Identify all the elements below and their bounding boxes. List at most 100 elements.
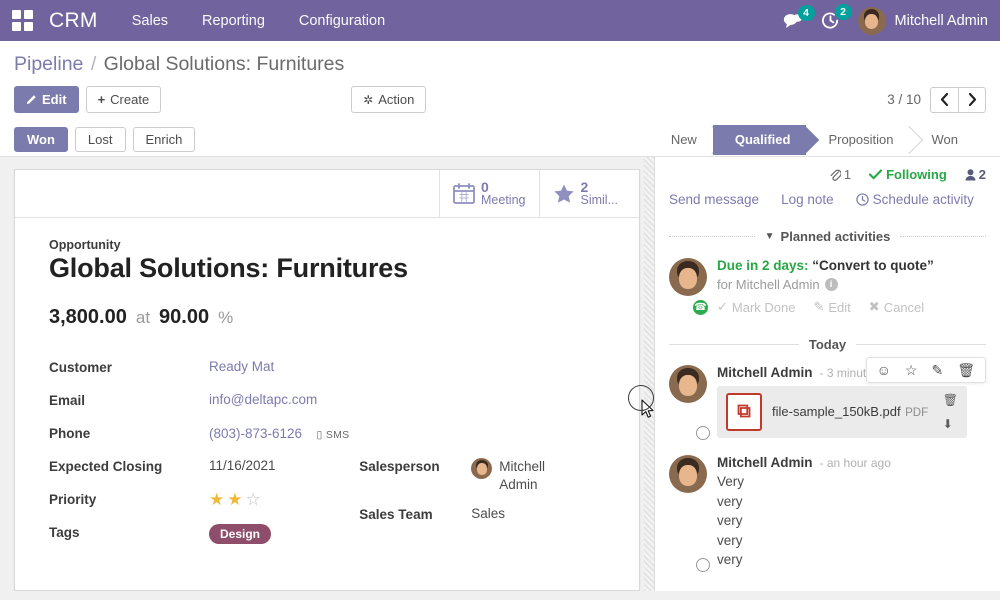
field-sales-team-value[interactable]: Sales <box>471 506 506 522</box>
trash-icon[interactable]: 🗑 <box>957 362 975 378</box>
menu-reporting[interactable]: Reporting <box>202 12 265 29</box>
pager-previous-button[interactable] <box>930 86 958 113</box>
control-panel-buttons: Edit + Create ✲ Action 3 / 10 <box>14 80 986 123</box>
stage-qualified[interactable]: Qualified <box>712 124 807 155</box>
attachment-card[interactable]: ⧉ file-sample_150kB.pdf PDF 🗑 ⬇ <box>717 386 967 438</box>
schedule-activity-button[interactable]: Schedule activity <box>855 192 974 207</box>
probability-value[interactable]: 90.00 <box>159 306 210 328</box>
attachment-type: PDF <box>905 407 929 419</box>
user-menu[interactable]: Mitchell Admin <box>857 6 988 35</box>
avatar <box>669 258 707 296</box>
field-phone-value-group: (803)-873-6126 ▯ SMS <box>209 425 349 443</box>
message-header: Mitchell Admin - an hour ago <box>717 455 986 470</box>
mark-done-label: Mark Done <box>731 299 796 315</box>
activity-cancel-button[interactable]: ✖ Cancel <box>869 299 924 315</box>
similar-leads-smart-button[interactable]: 2 Simil... <box>538 170 632 217</box>
menu-configuration[interactable]: Configuration <box>298 12 386 29</box>
form-pane: 0 Meeting 2 Simil... Opportunity Globa <box>0 157 654 591</box>
plus-icon: + <box>97 92 106 107</box>
main-area: 0 Meeting 2 Simil... Opportunity Globa <box>0 157 1000 591</box>
message-text: Very very very very very <box>717 474 745 568</box>
breadcrumb-pipeline[interactable]: Pipeline <box>14 53 84 75</box>
message-item: Mitchell Admin - an hour ago Very very v… <box>669 455 986 572</box>
activity-edit-button[interactable]: ✎ Edit <box>813 299 850 315</box>
activity-mark-done-button[interactable]: ✓ Mark Done <box>717 299 795 315</box>
messages-button[interactable]: 4 <box>783 4 815 30</box>
activity-item: ☎ Due in 2 days: “Convert to quote” for … <box>669 258 986 317</box>
mark-lost-button[interactable]: Lost <box>74 127 126 152</box>
attachment-download-icon[interactable]: ⬇ <box>942 417 953 431</box>
meetings-smart-button[interactable]: 0 Meeting <box>439 170 538 217</box>
action-button[interactable]: ✲ Action <box>351 86 427 113</box>
activities-button[interactable]: 2 <box>821 4 852 30</box>
priority-star-3[interactable]: ☆ <box>245 490 261 509</box>
field-salesperson-value[interactable]: Mitchell Admin <box>471 458 585 494</box>
form-body: Opportunity Global Solutions: Furnitures… <box>15 218 639 557</box>
field-sales-team-label: Sales Team <box>359 507 433 523</box>
mark-won-button[interactable]: Won <box>14 127 68 152</box>
log-note-button[interactable]: Log note <box>781 192 834 207</box>
planned-activities-title: Planned activities <box>780 229 891 244</box>
similar-label: Simil... <box>580 193 619 208</box>
field-phone-value[interactable]: (803)-873-6126 <box>209 426 303 441</box>
breadcrumb: Pipeline / Global Solutions: Furnitures <box>14 41 986 80</box>
edit-button-label: Edit <box>42 92 67 107</box>
form-scrollbar[interactable] <box>644 157 654 591</box>
info-icon[interactable]: i <box>824 278 838 291</box>
star-icon <box>553 184 574 203</box>
attachments-count: 1 <box>843 167 852 182</box>
activity-avatar-wrap: ☎ <box>669 258 710 317</box>
expected-revenue-value[interactable]: 3,800.00 <box>49 306 127 328</box>
star-icon[interactable]: ☆ <box>904 362 918 378</box>
attachments-button[interactable]: 1 <box>829 167 851 182</box>
menu-sales[interactable]: Sales <box>131 12 169 29</box>
attachment-delete-icon[interactable]: 🗑 <box>942 393 958 407</box>
app-brand-crm[interactable]: CRM <box>49 8 98 32</box>
create-button[interactable]: + Create <box>85 86 162 113</box>
pager: 3 / 10 <box>887 86 986 113</box>
priority-star-2[interactable]: ★ <box>227 490 243 509</box>
enrich-button[interactable]: Enrich <box>132 127 196 152</box>
followers-button[interactable]: 2 <box>965 167 986 182</box>
field-expected-closing-value[interactable]: 11/16/2021 <box>209 458 276 473</box>
send-message-button[interactable]: Send message <box>669 192 760 207</box>
stage-new[interactable]: New <box>656 124 713 155</box>
avatar <box>669 455 707 493</box>
close-icon: ✖ <box>868 299 880 314</box>
messages-count-badge: 4 <box>797 4 815 21</box>
activity-assignee-text: for Mitchell Admin <box>717 277 820 292</box>
attachment-operations: 🗑 ⬇ <box>943 394 958 430</box>
sms-button[interactable]: ▯ SMS <box>317 429 350 441</box>
status-ring-icon <box>696 557 710 572</box>
avatar <box>471 458 493 479</box>
following-toggle[interactable]: Following <box>869 167 947 182</box>
field-priority: Priority ★ ★ ☆ <box>49 491 351 524</box>
activity-subject: “Convert to quote” <box>812 258 934 273</box>
fields-left-column: Customer Ready Mat Email info@deltapc.co… <box>49 359 351 557</box>
action-button-label: Action <box>378 92 415 107</box>
message-hover-toolbar: ☺ ☆ ✎ 🗑 <box>865 357 986 383</box>
pencil-icon[interactable]: ✎ <box>931 362 944 378</box>
check-icon <box>869 169 883 180</box>
followers-count: 2 <box>978 167 986 182</box>
sms-label: SMS <box>325 429 350 441</box>
apps-grid-icon[interactable] <box>12 10 33 31</box>
field-email-value[interactable]: info@deltapc.com <box>209 392 318 407</box>
edit-button[interactable]: Edit <box>14 86 79 113</box>
field-email-label: Email <box>49 393 86 408</box>
percent-symbol: % <box>218 308 234 327</box>
meetings-label: Meeting <box>481 193 526 208</box>
stage-won[interactable]: Won <box>909 124 974 155</box>
planned-activities-toggle[interactable]: ▼ Planned activities <box>765 229 891 244</box>
fields-right-column: Salesperson Mitchell Admin Sales Team Sa… <box>351 359 605 557</box>
page-title[interactable]: Global Solutions: Furnitures <box>49 253 408 283</box>
field-customer-value[interactable]: Ready Mat <box>209 359 275 374</box>
avatar <box>669 365 707 403</box>
tag-design[interactable]: Design <box>209 524 272 544</box>
priority-star-1[interactable]: ★ <box>209 490 225 509</box>
field-tags-label: Tags <box>49 525 80 540</box>
navbar-right-group: 4 2 Mitchell Admin <box>783 4 988 35</box>
stage-proposition[interactable]: Proposition <box>806 124 910 155</box>
emoji-icon[interactable]: ☺ <box>876 362 891 378</box>
pager-next-button[interactable] <box>958 86 986 113</box>
